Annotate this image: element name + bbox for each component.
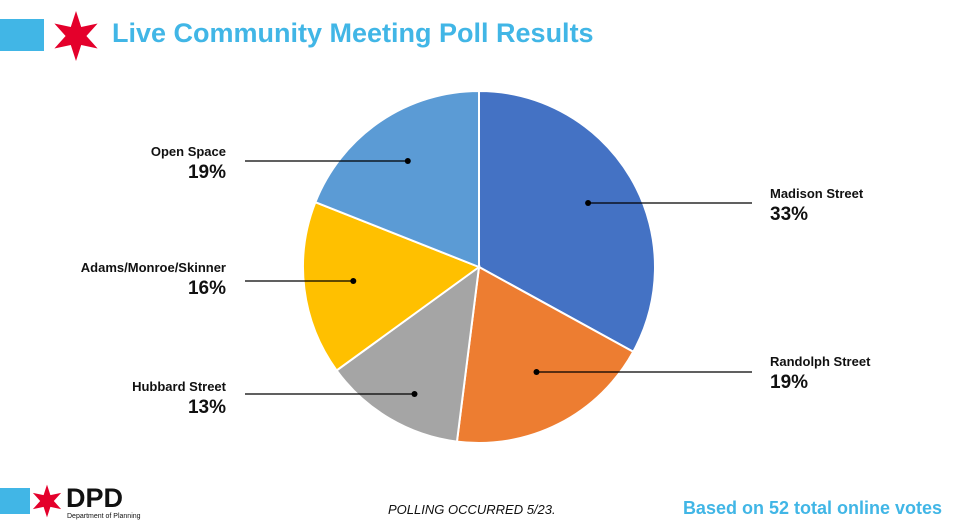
pie-slice-4: [314, 89, 480, 269]
leader-dot-4: [404, 158, 411, 164]
leader-dot-3: [350, 278, 357, 284]
dpd-star-icon: [32, 484, 62, 518]
leader-dot-0: [585, 200, 592, 206]
votes-note: Based on 52 total online votes: [682, 498, 942, 518]
slice-percent-4: 19%: [188, 162, 226, 183]
slice-label-3: Adams/Monroe/Skinner: [81, 260, 226, 275]
leader-dot-1: [533, 369, 540, 375]
slice-label-1: Randolph Street: [770, 354, 871, 369]
slice-label-0: Madison Street: [770, 186, 864, 201]
pie-slice-3: [302, 200, 482, 372]
leader-dot-2: [411, 391, 418, 397]
title-accent-box: [0, 19, 44, 51]
slice-percent-0: 33%: [770, 204, 808, 225]
page-title: Live Community Meeting Poll Results: [112, 18, 594, 48]
footer-accent-box: [0, 488, 30, 514]
department-label: Department of Planning: [67, 513, 141, 520]
dpd-logo-text: DPD: [66, 483, 124, 513]
pie-slice-2: [335, 264, 481, 443]
polling-note: POLLING OCCURRED 5/23.: [388, 502, 556, 517]
pie-slice-0: [478, 89, 656, 354]
chicago-star-icon: [54, 11, 98, 61]
slice-percent-1: 19%: [770, 372, 808, 393]
slice-percent-2: 13%: [188, 397, 226, 418]
slice-label-4: Open Space: [151, 144, 226, 159]
slice-label-2: Hubbard Street: [132, 379, 227, 394]
slice-percent-3: 16%: [188, 278, 226, 299]
pie-slice-1: [455, 265, 635, 444]
